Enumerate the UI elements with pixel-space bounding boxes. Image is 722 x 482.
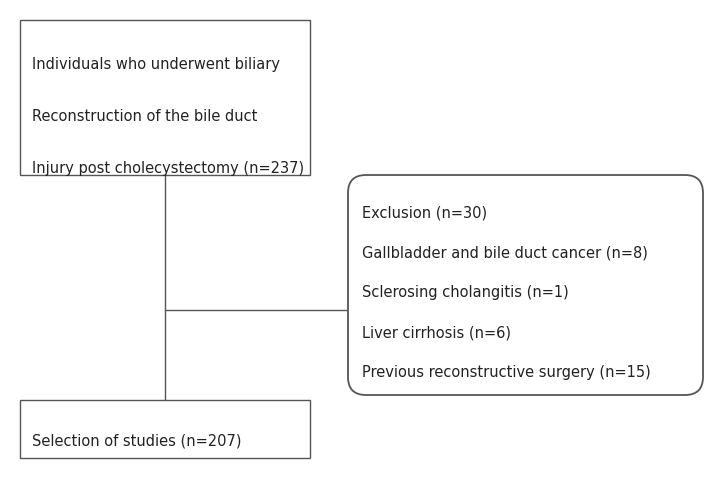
- FancyBboxPatch shape: [20, 20, 310, 175]
- Text: Liver cirrhosis (n=6): Liver cirrhosis (n=6): [362, 325, 511, 340]
- Text: Previous reconstructive surgery (n=15): Previous reconstructive surgery (n=15): [362, 365, 651, 380]
- Text: Selection of studies (n=207): Selection of studies (n=207): [32, 433, 241, 448]
- Text: Exclusion (n=30): Exclusion (n=30): [362, 205, 487, 220]
- FancyBboxPatch shape: [20, 400, 310, 458]
- Text: Reconstruction of the bile duct: Reconstruction of the bile duct: [32, 109, 257, 124]
- FancyBboxPatch shape: [348, 175, 703, 395]
- Text: Sclerosing cholangitis (n=1): Sclerosing cholangitis (n=1): [362, 285, 569, 300]
- Text: Individuals who underwent biliary: Individuals who underwent biliary: [32, 57, 280, 72]
- Text: Injury post cholecystectomy (n=237): Injury post cholecystectomy (n=237): [32, 161, 304, 176]
- Text: Gallbladder and bile duct cancer (n=8): Gallbladder and bile duct cancer (n=8): [362, 245, 648, 260]
